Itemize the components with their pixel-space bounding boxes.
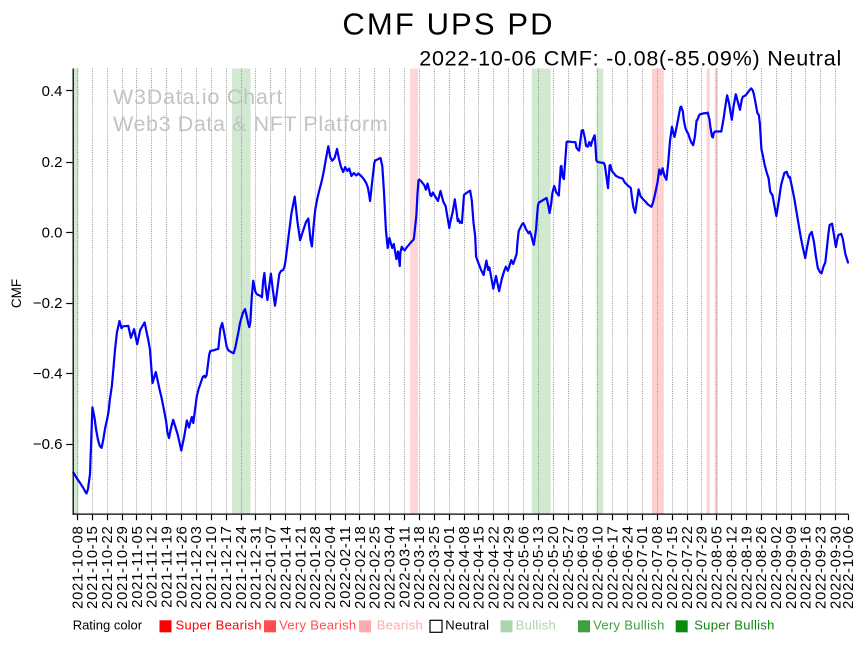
svg-text:0.0: 0.0 <box>42 225 63 242</box>
svg-text:2022-06-24: 2022-06-24 <box>619 526 636 610</box>
svg-text:2022-04-22: 2022-04-22 <box>486 526 503 610</box>
svg-text:CMF UPS PD: CMF UPS PD <box>342 7 554 42</box>
svg-text:2022-06-10: 2022-06-10 <box>590 526 607 610</box>
svg-text:2022-04-29: 2022-04-29 <box>500 526 517 610</box>
svg-text:2022-09-16: 2022-09-16 <box>798 526 815 610</box>
svg-text:2022-04-15: 2022-04-15 <box>471 526 488 610</box>
svg-text:2022-01-28: 2022-01-28 <box>307 526 324 610</box>
svg-text:2021-12-24: 2021-12-24 <box>233 526 250 610</box>
svg-text:0.2: 0.2 <box>42 154 63 171</box>
svg-text:2022-07-15: 2022-07-15 <box>664 526 681 610</box>
svg-text:2022-02-25: 2022-02-25 <box>367 526 384 610</box>
svg-text:2022-05-27: 2022-05-27 <box>560 526 577 610</box>
svg-text:2021-11-12: 2021-11-12 <box>144 526 161 608</box>
svg-text:2022-09-23: 2022-09-23 <box>813 526 830 610</box>
svg-text:2022-08-05: 2022-08-05 <box>709 526 726 610</box>
svg-text:2021-12-31: 2021-12-31 <box>248 526 265 610</box>
svg-text:2022-05-06: 2022-05-06 <box>515 526 532 610</box>
svg-text:2021-12-03: 2021-12-03 <box>188 526 205 610</box>
svg-text:2021-12-10: 2021-12-10 <box>203 526 220 610</box>
svg-text:Bullish: Bullish <box>516 618 556 633</box>
svg-text:2022-06-03: 2022-06-03 <box>575 526 592 610</box>
svg-text:2022-01-07: 2022-01-07 <box>263 526 280 610</box>
svg-text:2022-04-01: 2022-04-01 <box>441 526 458 610</box>
svg-text:Rating color: Rating color <box>73 618 143 633</box>
svg-text:2021-10-08: 2021-10-08 <box>69 526 86 610</box>
svg-text:2022-08-19: 2022-08-19 <box>738 526 755 610</box>
svg-text:2022-07-29: 2022-07-29 <box>694 526 711 610</box>
svg-text:2022-10-06: 2022-10-06 <box>840 526 857 610</box>
svg-text:Neutral: Neutral <box>445 618 489 633</box>
svg-text:Very Bullish: Very Bullish <box>593 618 665 633</box>
svg-text:2021-11-05: 2021-11-05 <box>129 526 146 608</box>
svg-text:2021-10-29: 2021-10-29 <box>114 526 131 610</box>
svg-text:Web3 Data & NFT Platform: Web3 Data & NFT Platform <box>113 112 388 136</box>
svg-text:2022-03-25: 2022-03-25 <box>426 526 443 610</box>
svg-text:2022-02-04: 2022-02-04 <box>322 526 339 610</box>
svg-text:2022-03-11: 2022-03-11 <box>396 526 413 608</box>
svg-text:2022-04-08: 2022-04-08 <box>456 526 473 610</box>
svg-text:Super Bullish: Super Bullish <box>694 618 775 633</box>
svg-text:2022-01-21: 2022-01-21 <box>292 526 309 610</box>
svg-text:2021-12-17: 2021-12-17 <box>218 526 235 610</box>
svg-text:2022-02-11: 2022-02-11 <box>337 526 354 608</box>
svg-text:2022-09-30: 2022-09-30 <box>828 526 845 610</box>
svg-text:2022-02-18: 2022-02-18 <box>352 526 369 610</box>
svg-text:2021-11-26: 2021-11-26 <box>173 526 190 608</box>
svg-text:2022-03-04: 2022-03-04 <box>382 526 399 610</box>
svg-text:2022-08-12: 2022-08-12 <box>723 526 740 610</box>
svg-text:2022-09-09: 2022-09-09 <box>783 526 800 610</box>
svg-text:−0.6: −0.6 <box>33 436 63 453</box>
svg-text:2022-01-14: 2022-01-14 <box>277 526 294 610</box>
svg-text:2022-05-20: 2022-05-20 <box>545 526 562 610</box>
svg-text:Bearish: Bearish <box>377 618 423 633</box>
svg-text:2022-05-13: 2022-05-13 <box>530 526 547 610</box>
svg-text:2022-07-08: 2022-07-08 <box>649 526 666 610</box>
svg-text:2022-07-01: 2022-07-01 <box>634 526 651 610</box>
svg-text:2021-11-19: 2021-11-19 <box>159 526 176 608</box>
svg-text:W3Data.io Chart: W3Data.io Chart <box>113 85 283 109</box>
svg-text:Very Bearish: Very Bearish <box>279 618 356 633</box>
svg-text:2022-07-22: 2022-07-22 <box>679 526 696 610</box>
svg-text:2022-10-06 CMF: -0.08(-85.09%): 2022-10-06 CMF: -0.08(-85.09%) Neutral <box>419 47 842 71</box>
svg-text:2022-09-02: 2022-09-02 <box>768 526 785 610</box>
svg-text:2022-03-18: 2022-03-18 <box>411 526 428 610</box>
svg-text:−0.2: −0.2 <box>33 295 63 312</box>
svg-text:2022-06-17: 2022-06-17 <box>605 526 622 610</box>
svg-text:0.4: 0.4 <box>42 83 63 100</box>
svg-text:2021-10-22: 2021-10-22 <box>99 526 116 610</box>
svg-text:−0.4: −0.4 <box>33 365 63 382</box>
svg-text:Super Bearish: Super Bearish <box>176 618 262 633</box>
svg-text:2022-08-26: 2022-08-26 <box>753 526 770 610</box>
svg-text:CMF: CMF <box>9 279 24 308</box>
svg-text:2021-10-15: 2021-10-15 <box>84 526 101 610</box>
